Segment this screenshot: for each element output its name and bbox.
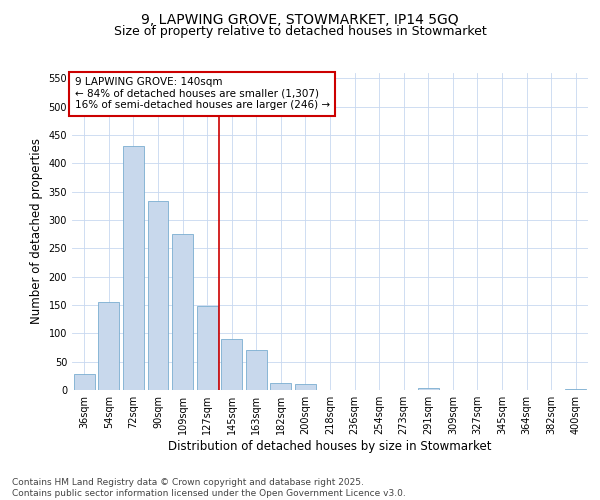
Bar bbox=[271, 383, 292, 390]
Text: 9, LAPWING GROVE, STOWMARKET, IP14 5GQ: 9, LAPWING GROVE, STOWMARKET, IP14 5GQ bbox=[141, 12, 459, 26]
Bar bbox=[418, 388, 439, 390]
Bar bbox=[221, 339, 242, 390]
Bar bbox=[172, 234, 193, 390]
Bar bbox=[98, 302, 119, 390]
Text: Contains HM Land Registry data © Crown copyright and database right 2025.
Contai: Contains HM Land Registry data © Crown c… bbox=[12, 478, 406, 498]
Bar bbox=[148, 201, 169, 390]
Text: Size of property relative to detached houses in Stowmarket: Size of property relative to detached ho… bbox=[113, 25, 487, 38]
Bar bbox=[246, 350, 267, 390]
X-axis label: Distribution of detached houses by size in Stowmarket: Distribution of detached houses by size … bbox=[168, 440, 492, 453]
Bar bbox=[295, 384, 316, 390]
Bar bbox=[197, 306, 218, 390]
Y-axis label: Number of detached properties: Number of detached properties bbox=[30, 138, 43, 324]
Bar bbox=[123, 146, 144, 390]
Bar bbox=[74, 374, 95, 390]
Text: 9 LAPWING GROVE: 140sqm
← 84% of detached houses are smaller (1,307)
16% of semi: 9 LAPWING GROVE: 140sqm ← 84% of detache… bbox=[74, 78, 330, 110]
